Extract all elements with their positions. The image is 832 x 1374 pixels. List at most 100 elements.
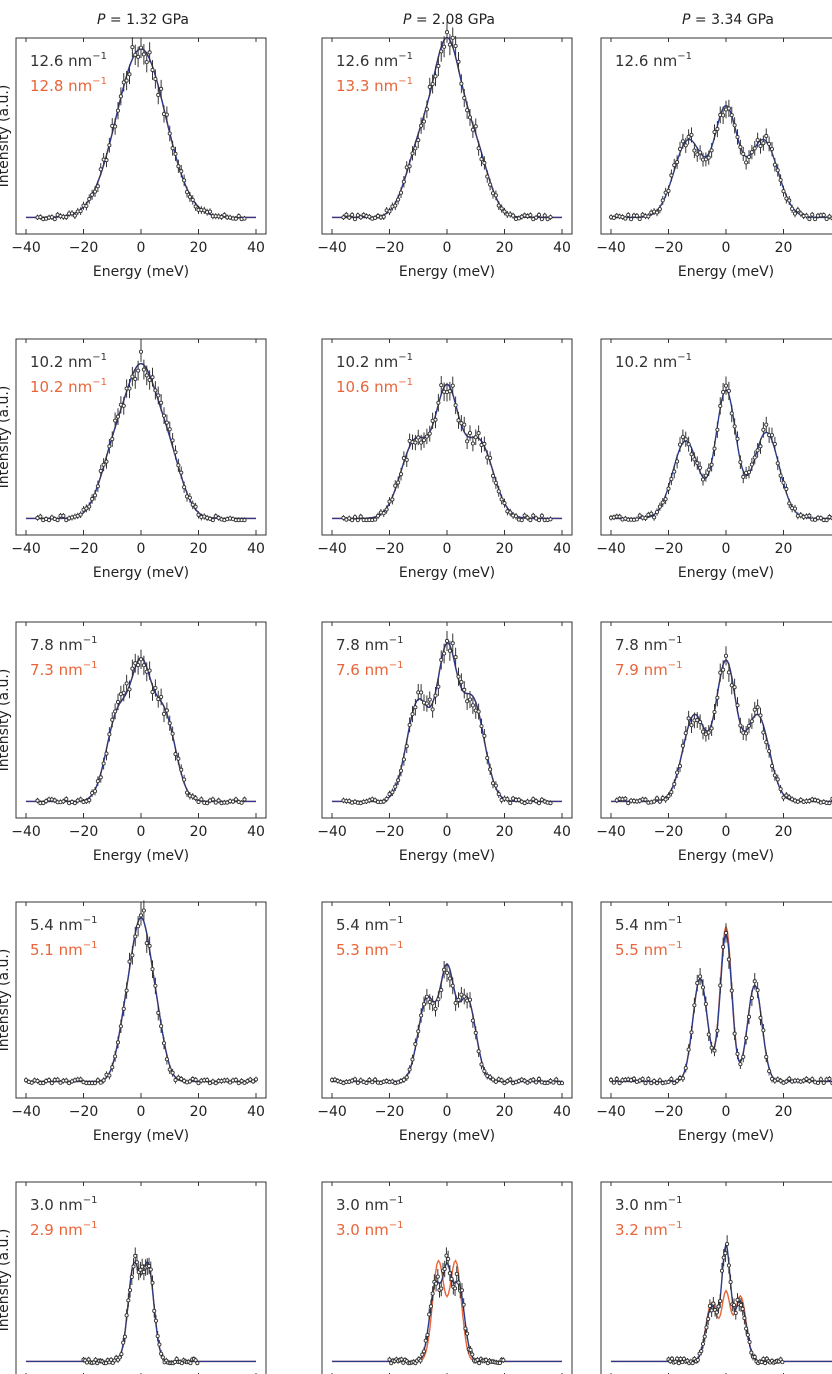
data-point bbox=[784, 196, 789, 201]
data-point bbox=[525, 515, 530, 520]
data-point bbox=[136, 54, 141, 59]
data-point bbox=[127, 72, 132, 77]
x-tick-label: 0 bbox=[137, 1104, 146, 1120]
data-point bbox=[167, 721, 172, 726]
q-label-orange: 3.2 nm−1 bbox=[615, 1220, 683, 1239]
data-point bbox=[680, 139, 685, 144]
data-point bbox=[545, 1080, 550, 1086]
data-point bbox=[735, 703, 740, 708]
x-tick-label: 20 bbox=[190, 1104, 208, 1120]
data-point bbox=[421, 119, 427, 124]
data-point bbox=[669, 173, 674, 178]
x-tick-label: −20 bbox=[69, 240, 99, 256]
data-point bbox=[678, 1356, 683, 1362]
data-point bbox=[775, 168, 780, 173]
data-point bbox=[663, 797, 668, 802]
x-tick-label: 0 bbox=[443, 541, 452, 557]
data-point bbox=[804, 213, 809, 218]
data-point bbox=[657, 1078, 662, 1083]
data-point bbox=[752, 979, 757, 984]
fit-line-7-8-nm bbox=[611, 658, 832, 803]
data-point bbox=[689, 723, 694, 728]
data-point bbox=[90, 496, 95, 502]
data-point bbox=[101, 761, 106, 766]
data-point bbox=[824, 518, 829, 523]
data-point bbox=[453, 43, 458, 49]
data-point bbox=[447, 648, 452, 653]
y-axis-label: Intensity (a.u.) bbox=[0, 949, 12, 1052]
data-point bbox=[159, 1024, 164, 1029]
data-point bbox=[798, 513, 803, 518]
data-point bbox=[104, 459, 109, 464]
x-axis-label: Energy (meV) bbox=[678, 1128, 774, 1144]
data-point bbox=[761, 1028, 766, 1033]
data-point bbox=[433, 74, 438, 79]
data-point bbox=[138, 45, 144, 50]
data-point bbox=[787, 1076, 792, 1081]
q-label-black: 5.4 nm−1 bbox=[30, 915, 98, 934]
data-point bbox=[698, 465, 703, 470]
data-point bbox=[680, 1076, 685, 1081]
data-point bbox=[680, 1360, 685, 1365]
x-tick-label: −20 bbox=[69, 824, 99, 840]
data-point bbox=[528, 518, 533, 523]
data-point bbox=[127, 687, 132, 692]
data-point bbox=[548, 215, 553, 220]
data-point bbox=[141, 1269, 146, 1275]
data-point bbox=[233, 797, 238, 802]
data-point bbox=[161, 711, 167, 717]
data-point bbox=[531, 1077, 536, 1082]
data-point bbox=[439, 657, 444, 662]
q-label-orange: 5.1 nm−1 bbox=[30, 940, 98, 959]
q-label-orange: 7.9 nm−1 bbox=[615, 660, 683, 679]
data-point bbox=[456, 59, 461, 64]
data-point bbox=[746, 1014, 752, 1019]
data-point bbox=[801, 1078, 806, 1083]
data-point bbox=[725, 1241, 730, 1247]
data-point bbox=[433, 417, 438, 422]
data-point bbox=[485, 756, 490, 761]
x-axis-label: Energy (meV) bbox=[399, 848, 495, 864]
data-point bbox=[156, 393, 161, 398]
x-tick-label: −20 bbox=[69, 1104, 99, 1120]
data-point bbox=[352, 515, 358, 520]
data-point bbox=[156, 92, 161, 98]
x-tick-label: −40 bbox=[317, 240, 347, 256]
data-point bbox=[449, 1276, 454, 1282]
data-point bbox=[787, 198, 792, 203]
data-point bbox=[427, 84, 432, 89]
data-point bbox=[248, 1077, 253, 1082]
data-point bbox=[117, 1355, 122, 1360]
data-point bbox=[90, 790, 95, 796]
data-point bbox=[128, 1288, 133, 1293]
data-point bbox=[121, 403, 126, 408]
q-label-black: 7.8 nm−1 bbox=[30, 635, 98, 654]
x-tick-label: −40 bbox=[596, 1104, 626, 1120]
panel: −40 −20 0 20 40 Energy (meV) 12.6 nm−1 13.3 nm−… bbox=[317, 21, 573, 280]
data-point bbox=[344, 212, 349, 217]
panel: −40 −20 0 20 40 Energy (meV) Intensity (a.u.) 5… bbox=[0, 900, 267, 1144]
data-point bbox=[205, 801, 210, 806]
data-point bbox=[242, 797, 247, 802]
data-point bbox=[131, 1264, 136, 1269]
x-tick-label: −20 bbox=[375, 240, 405, 256]
data-point bbox=[459, 680, 464, 685]
data-point bbox=[703, 1001, 708, 1007]
x-tick-label: −40 bbox=[596, 240, 626, 256]
data-point bbox=[407, 722, 412, 727]
y-axis-label: Intensity (a.u.) bbox=[0, 386, 12, 489]
data-point bbox=[439, 1286, 444, 1291]
data-point bbox=[718, 403, 723, 408]
data-point bbox=[692, 1003, 697, 1008]
data-point bbox=[485, 174, 490, 179]
data-point bbox=[436, 63, 441, 69]
data-point bbox=[452, 1286, 458, 1291]
data-point bbox=[170, 731, 175, 736]
data-point bbox=[744, 1326, 749, 1331]
q-label-orange: 10.2 nm−1 bbox=[30, 377, 107, 396]
data-point bbox=[672, 782, 677, 787]
data-point bbox=[508, 801, 513, 806]
